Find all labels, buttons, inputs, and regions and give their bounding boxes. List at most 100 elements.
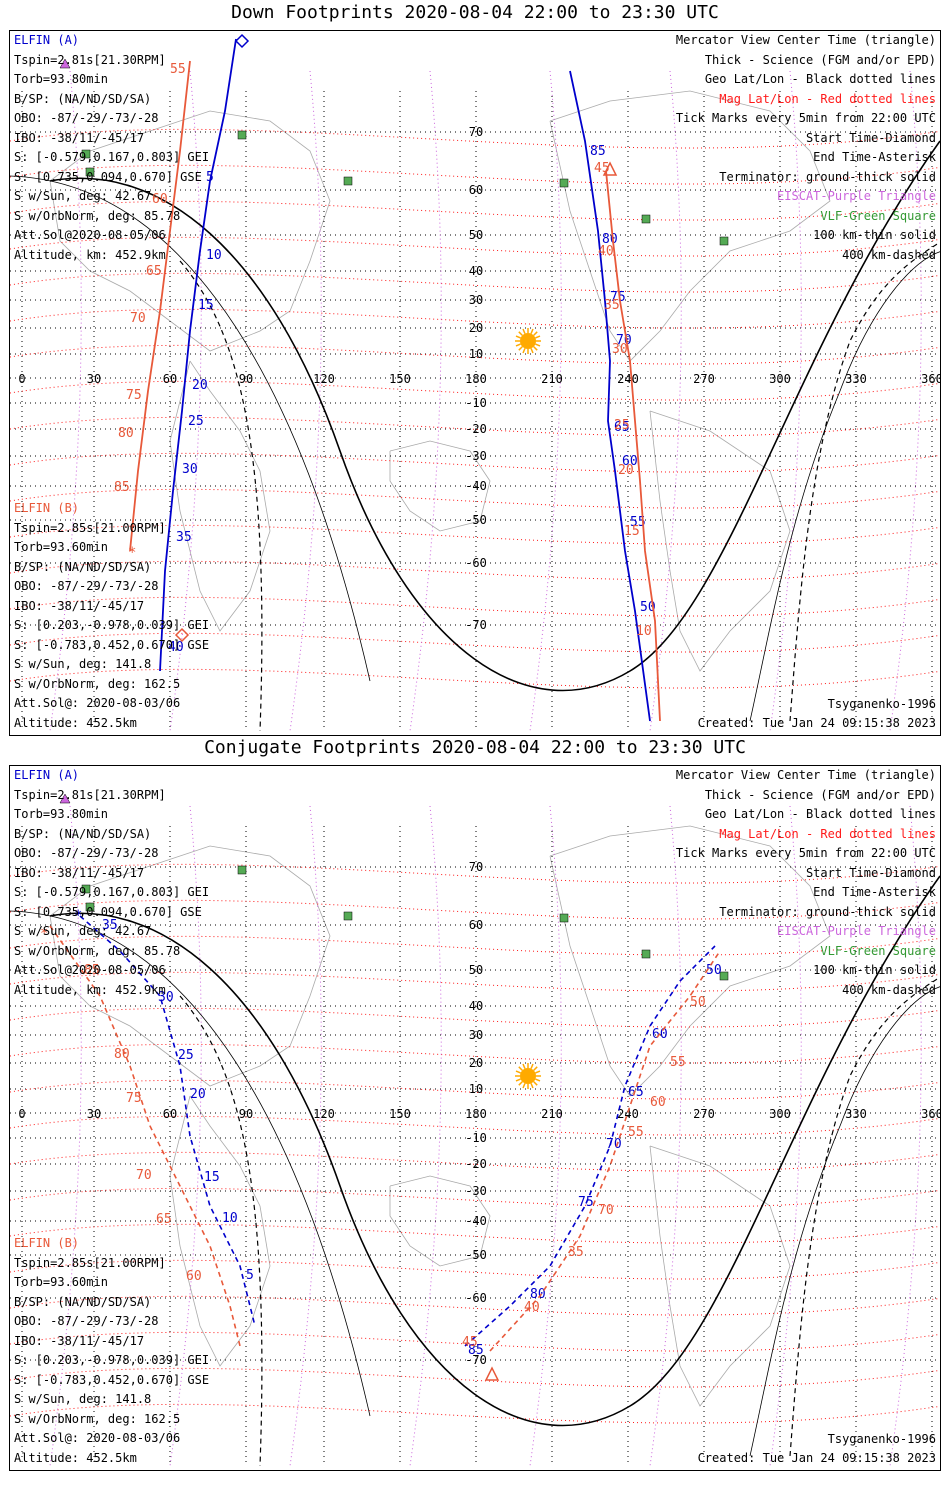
info-line: S w/OrbNorm, deg: 162.5 — [14, 1411, 181, 1426]
info-line: S: [0.735,0.094,0.670] GSE — [14, 904, 202, 919]
info-line: S: [0.735,0.094,0.670] GSE — [14, 169, 202, 184]
track-time-label: 85 — [114, 480, 130, 495]
track-time-label: 15 — [624, 524, 640, 539]
mag-parallel — [10, 863, 940, 884]
track-time-label: 85 — [84, 963, 100, 978]
track-time-label: 15 — [204, 1170, 220, 1185]
lon-tick-label: 240 — [617, 1107, 639, 1121]
sun-ray — [530, 1083, 534, 1089]
mag-meridian — [169, 805, 202, 1467]
coastline — [549, 825, 831, 1097]
center-triangle-icon — [602, 161, 618, 176]
terminator-100km — [749, 986, 940, 1457]
mag-parallel — [10, 344, 940, 365]
vlf-square-icon — [641, 214, 651, 224]
legend-item: VLF-Green Square — [820, 208, 936, 223]
coastline — [49, 110, 331, 352]
diamond-icon — [234, 33, 250, 49]
mag-meridian — [649, 70, 682, 732]
vlf-square-icon — [719, 971, 729, 981]
info-line: S w/Sun, deg: 42.67 — [14, 924, 152, 938]
coastline — [649, 410, 791, 672]
lon-tick-label: 330 — [845, 372, 867, 386]
terminator-400km — [789, 241, 940, 722]
info-line: IBO: -38/11/-45/17 — [14, 598, 145, 613]
sun-ray — [522, 348, 526, 354]
track-time-label: 65 — [156, 1212, 172, 1227]
mag-parallel — [10, 380, 940, 401]
mag-grid — [10, 128, 940, 689]
track-time-label: 35 — [568, 1245, 584, 1260]
mag-meridian — [889, 805, 922, 1467]
coastline — [49, 845, 331, 1087]
info-line: S: [-0.783,0.452,0.670] GSE — [14, 637, 210, 652]
terminator-100km — [10, 910, 371, 1417]
legend-item: Start Time-Diamond — [805, 130, 936, 145]
sun-ray — [533, 1066, 538, 1071]
coastline — [649, 1145, 791, 1407]
lon-tick-label: 180 — [465, 1107, 487, 1121]
mag-parallel — [10, 452, 940, 473]
lon-tick-label: 90 — [239, 372, 253, 386]
mag-parallel — [10, 1151, 940, 1172]
sun-ray — [515, 1070, 521, 1074]
track-time-label: 50 — [706, 963, 722, 978]
lon-tick-label: 120 — [313, 372, 335, 386]
terminator-100km — [749, 251, 940, 722]
legend-item: Thick - Science (FGM and/or EPD) — [704, 787, 936, 802]
asterisk-icon: * — [128, 545, 136, 561]
mercator-map: 0 30 60 90 120 150 180 210 240 270 300 330 360 70 60 50… — [10, 33, 941, 732]
terminator-400km — [179, 260, 263, 732]
lat-tick-label: 30 — [469, 293, 483, 307]
legend-item: 100 km-thin solid — [813, 963, 936, 977]
lon-tick-label: 360 — [921, 372, 941, 386]
terminator-100km — [10, 175, 371, 682]
info-line: Torb=93.80min — [14, 72, 108, 86]
legend-item: EISCAT-Purple Triangle — [777, 924, 936, 938]
info-line: Tspin=2.81s[21.30RPM] — [14, 52, 166, 67]
mag-parallel — [10, 1367, 940, 1388]
mag-meridian — [49, 805, 82, 1467]
sun-ray — [535, 1070, 541, 1074]
track-time-label: 75 — [126, 1091, 142, 1106]
mag-meridian — [409, 805, 442, 1467]
created-date: Created: Tue Jan 24 09:15:38 2023 — [697, 716, 936, 730]
coastline — [389, 440, 491, 532]
lon-tick-label: 210 — [541, 1107, 563, 1121]
lon-tick-label: 0 — [18, 1107, 25, 1121]
mag-meridian — [289, 805, 322, 1467]
sun-ray — [515, 335, 521, 339]
lat-tick-label: -60 — [465, 556, 487, 570]
terminator-ground — [49, 875, 940, 1427]
mag-parallel — [10, 524, 940, 545]
info-line: OBO: -87/-29/-73/-28 — [14, 579, 159, 593]
elfin-a-track — [159, 38, 237, 672]
mag-meridian — [169, 70, 202, 732]
lat-tick-label: 70 — [469, 125, 483, 139]
mag-parallel — [10, 200, 940, 221]
info-line: S w/Sun, deg: 42.67 — [14, 189, 152, 203]
sun-ray — [518, 346, 523, 351]
lat-tick-label: -60 — [465, 1291, 487, 1305]
lon-tick-label: 120 — [313, 1107, 335, 1121]
elfin-b-track — [129, 60, 191, 552]
vlf-square-icon — [85, 167, 95, 177]
lon-tick-label: 30 — [87, 1107, 101, 1121]
vlf-square-icon — [81, 149, 91, 159]
track-time-label: 40 — [524, 1300, 540, 1315]
info-line: Att.Sol@2020-08-05/06 — [14, 228, 166, 242]
legend-item: End Time-Asterisk — [813, 885, 936, 899]
center-triangle-icon — [484, 1366, 500, 1381]
lat-tick-label: -40 — [465, 479, 487, 493]
info-line: Altitude, km: 452.9km — [14, 247, 166, 262]
lon-tick-label: 180 — [465, 372, 487, 386]
sun-ray — [522, 328, 526, 334]
info-line: IBO: -38/11/-45/17 — [14, 1333, 145, 1348]
lat-tick-label: 70 — [469, 860, 483, 874]
elfin-a-name: ELFIN (A) — [14, 33, 80, 47]
sun-disc — [520, 333, 536, 349]
lat-tick-label: 20 — [469, 1056, 483, 1070]
info-line: IBO: -38/11/-45/17 — [14, 130, 145, 145]
mag-parallel — [10, 1223, 940, 1244]
track-time-label: 65 — [614, 420, 630, 435]
